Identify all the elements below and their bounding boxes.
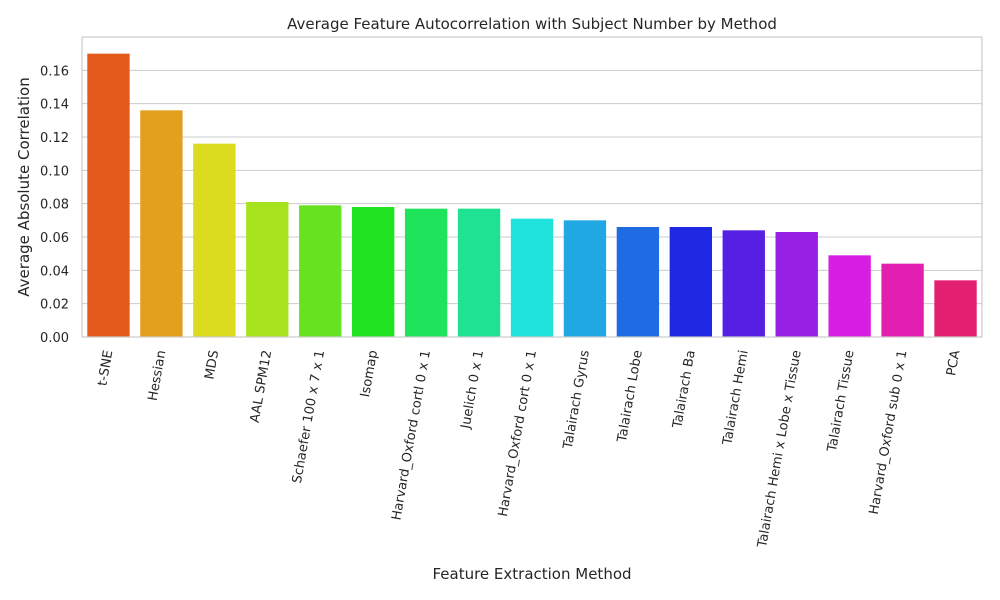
y-tick-label: 0.08 xyxy=(40,198,69,213)
y-tick-label: 0.04 xyxy=(40,264,69,279)
bar xyxy=(299,205,342,337)
y-ticks: 0.00 0.02 0.04 0.06 0.08 0.10 0.12 0.14 0.16 xyxy=(40,64,69,346)
y-tick-label: 0.00 xyxy=(40,331,69,346)
x-tick-label: Talairach Gyrus xyxy=(561,349,593,451)
bar xyxy=(563,220,607,337)
bar xyxy=(722,230,765,337)
bar xyxy=(775,232,818,337)
bar xyxy=(140,110,183,337)
x-ticks: t-SNE Hessian MDS AAL SPM12 Schaefer 100 x 7… xyxy=(95,349,963,550)
x-tick-label: Harvard_Oxford sub 0 x 1 xyxy=(867,349,911,516)
bar xyxy=(510,218,554,337)
y-axis-label: Average Absolute Correlation xyxy=(15,77,33,296)
bar xyxy=(87,53,130,338)
x-tick-label: Talairach Lobe xyxy=(615,349,646,444)
x-tick-label: Talairach Ba xyxy=(670,349,699,430)
x-tick-label: t-SNE xyxy=(95,349,116,387)
x-tick-label: Talairach Tissue xyxy=(825,349,858,454)
x-tick-label: Juelich 0 x 1 xyxy=(458,349,487,431)
x-tick-label: MDS xyxy=(202,349,222,381)
y-tick-label: 0.14 xyxy=(40,98,69,113)
x-tick-label: AAL SPM12 xyxy=(248,349,276,424)
x-tick-label: Schaefer 100 x 7 x 1 xyxy=(290,349,328,484)
x-tick-label: Talairach Hemi xyxy=(720,349,752,447)
y-tick-label: 0.02 xyxy=(40,298,69,313)
x-tick-label: Harvard_Oxford cortl 0 x 1 xyxy=(389,349,434,521)
x-tick-label: Talairach Hemi x Lobe x Tissue xyxy=(755,349,805,549)
bar xyxy=(404,208,448,337)
bars xyxy=(87,53,977,338)
bar xyxy=(457,208,501,337)
bar xyxy=(881,263,924,337)
x-axis-label: Feature Extraction Method xyxy=(432,565,631,583)
plot-frame xyxy=(81,36,983,338)
bar xyxy=(934,280,977,337)
y-tick-label: 0.12 xyxy=(40,131,69,146)
x-tick-label: PCA xyxy=(944,349,963,377)
chart-title: Average Feature Autocorrelation with Sub… xyxy=(287,15,777,33)
bar xyxy=(616,227,660,337)
bar xyxy=(352,207,395,337)
bar xyxy=(669,227,712,337)
x-tick-label: Harvard_Oxford cort 0 x 1 xyxy=(496,349,540,518)
y-tick-label: 0.10 xyxy=(40,164,69,179)
bar xyxy=(828,255,871,337)
y-tick-label: 0.16 xyxy=(40,64,69,79)
bar xyxy=(246,202,289,337)
x-tick-label: Hessian xyxy=(146,349,170,402)
bar xyxy=(193,143,236,337)
y-tick-label: 0.06 xyxy=(40,231,69,246)
x-tick-label: Isomap xyxy=(358,349,381,398)
